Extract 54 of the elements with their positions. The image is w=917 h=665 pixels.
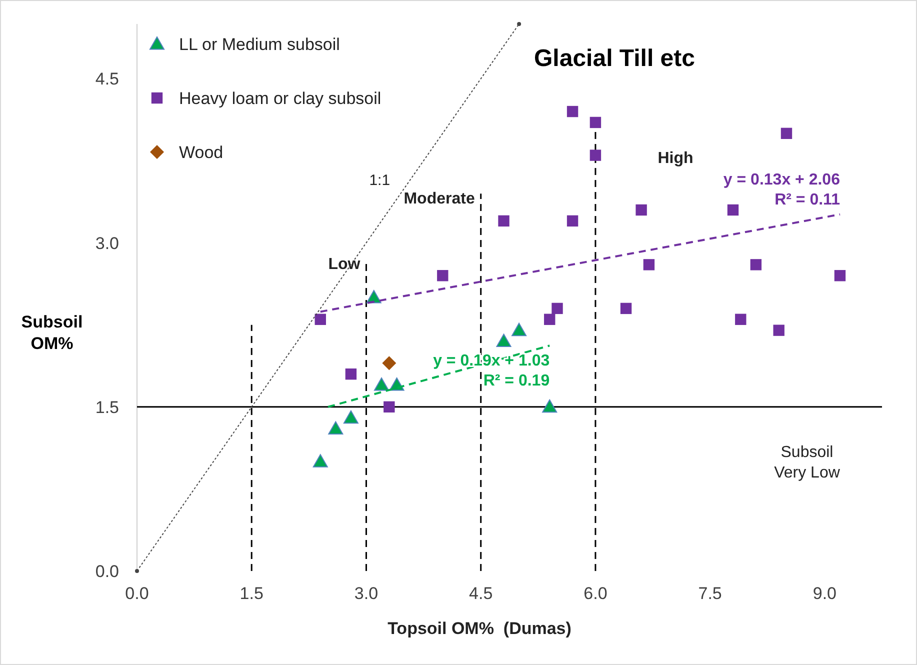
y-tick-label: 0.0 [95,562,119,581]
point [343,410,358,424]
x-tick-label: 4.5 [469,584,493,603]
legend-label: Wood [179,143,224,162]
ref-line-label: Subsoil Very Low [774,444,840,482]
x-tick-label: 7.5 [698,584,722,603]
series-label: y = 0.13x + 2.06 R² = 0.11 [723,171,840,208]
legend-label: Heavy loam or clay subsoil [179,89,382,108]
point [727,204,739,216]
point [735,314,746,325]
point [552,302,563,314]
y-tick-label: 1.5 [95,398,119,417]
point [643,259,655,270]
point [636,204,647,216]
y-tick-label: 3.0 [95,234,119,253]
point [328,421,344,435]
point [384,401,395,412]
x-tick-label: 6.0 [584,584,608,603]
ref-line-label: Low [328,256,361,274]
legend-label: LL or Medium subsoil [179,35,340,54]
point [517,22,522,26]
point [496,334,512,348]
point [566,106,578,118]
x-tick-label: 0.0 [125,584,149,603]
point [590,116,602,128]
point [620,302,632,314]
point [437,270,448,282]
series-label: 1:1 [369,172,390,190]
ref-line-label: High [658,150,694,167]
point [750,259,762,270]
point [382,356,396,370]
point [780,128,792,139]
point [135,569,139,573]
point [512,322,527,336]
x-tick-label: 1.5 [240,584,264,603]
point [544,314,556,325]
ref-line-label: Moderate [404,190,475,208]
x-tick-label: 9.0 [812,584,837,603]
point [498,215,510,227]
point [773,324,784,336]
series-label: y = 0.19x + 1.03 R² = 0.19 [433,352,550,390]
point [314,314,326,325]
point [312,454,328,468]
point [566,215,578,227]
point [345,368,357,380]
point [542,399,558,413]
y-axis-title: Subsoil OM% [21,312,83,353]
text: Glacial Till etc [534,45,695,72]
point [590,150,602,161]
x-axis-title: Topsoil OM% (Dumas) [388,619,572,638]
y-tick-label: 4.5 [95,70,119,89]
point [834,270,846,282]
x-tick-label: 3.0 [354,584,378,603]
point [374,378,390,391]
